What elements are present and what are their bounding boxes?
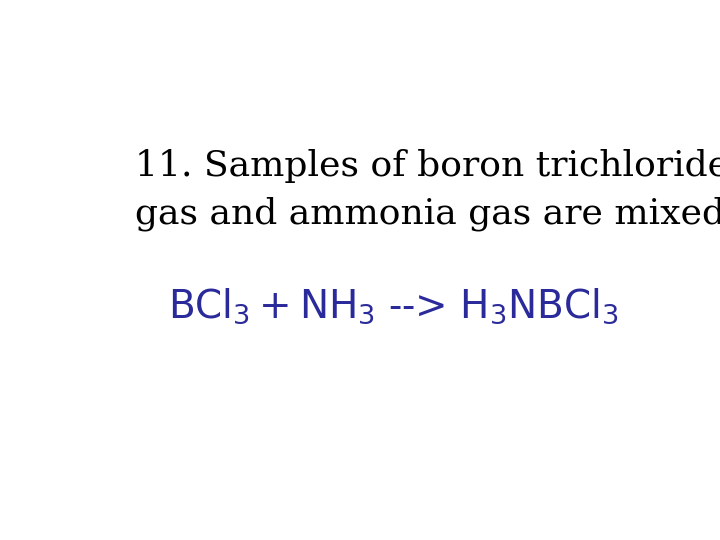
Text: $\mathrm{BCl_3 + NH_3}$ --> $\mathrm{H_3NBCl_3}$: $\mathrm{BCl_3 + NH_3}$ --> $\mathrm{H_3…: [168, 286, 619, 326]
Text: 11. Samples of boron trichloride
gas and ammonia gas are mixed.: 11. Samples of boron trichloride gas and…: [135, 148, 720, 231]
